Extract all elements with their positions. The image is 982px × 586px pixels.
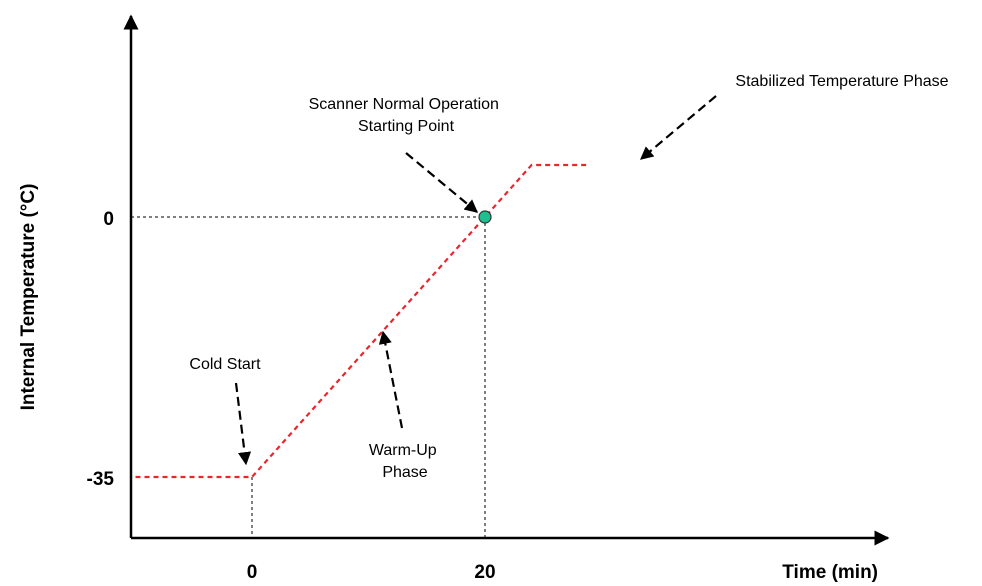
annotation-warm-up-line-1: Warm-Up [369,442,437,459]
stabilized-arrow [639,95,717,160]
annotation-stabilized: Stabilized Temperature Phase [735,73,948,90]
annotation-normal-operation-line-1: Scanner Normal Operation [309,96,499,113]
annotation-warm-up-line-2: Phase [382,464,427,481]
annotation-cold-start: Cold Start [189,356,261,373]
annotation-normal-operation: Scanner Normal Operation Starting Point [309,96,504,135]
warm-up-arrow [378,330,404,429]
annotation-warm-up: Warm-Up Phase [369,442,441,481]
normal-operation-marker [478,210,492,224]
y-tick-label-0: 0 [103,209,114,230]
cold-start-arrow [234,382,252,466]
normal-operation-arrow [405,152,479,213]
y-axis-title: Internal Temperature (°C) [18,184,39,411]
x-axis-title: Time (min) [782,562,878,583]
x-tick-label-0: 0 [247,562,258,583]
annotation-normal-operation-line-2: Starting Point [358,118,455,135]
temperature-series-line [135,163,590,479]
y-tick-label-minus35: -35 [87,469,115,490]
x-tick-label-20: 20 [474,562,495,583]
